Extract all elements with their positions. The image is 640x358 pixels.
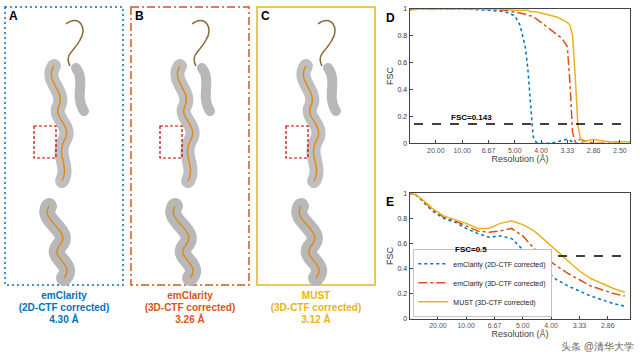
svg-text:FSC: FSC bbox=[385, 246, 395, 265]
html-text:MUST: MUST bbox=[301, 290, 331, 301]
svg-text:emClarity (3D-CTF corrected): emClarity (3D-CTF corrected) bbox=[453, 280, 545, 288]
svg-text:5.00: 5.00 bbox=[508, 147, 522, 154]
svg-text:2.86: 2.86 bbox=[601, 322, 615, 329]
html-text:(3D-CTF corrected): (3D-CTF corrected) bbox=[144, 302, 236, 313]
svg-text:A: A bbox=[9, 9, 18, 23]
svg-text:0: 0 bbox=[403, 140, 407, 147]
svg-text:2.86: 2.86 bbox=[587, 147, 601, 154]
svg-text:10.00: 10.00 bbox=[453, 147, 471, 154]
html-text:emClarity: emClarity bbox=[41, 290, 87, 301]
svg-text:0.8: 0.8 bbox=[397, 215, 407, 222]
html-text:3.26 Å: 3.26 Å bbox=[175, 314, 205, 325]
svg-text:20.00: 20.00 bbox=[427, 147, 445, 154]
svg-text:2.50: 2.50 bbox=[613, 147, 627, 154]
svg-text:0.6: 0.6 bbox=[397, 59, 407, 66]
svg-text:1: 1 bbox=[403, 190, 407, 197]
svg-text:FSC=0.143: FSC=0.143 bbox=[451, 113, 492, 122]
html-text:emClarity: emClarity bbox=[167, 290, 213, 301]
svg-text:6.67: 6.67 bbox=[488, 322, 502, 329]
svg-text:4.00: 4.00 bbox=[534, 147, 548, 154]
svg-text:FSC: FSC bbox=[385, 67, 395, 86]
html-text:4.30 Å: 4.30 Å bbox=[49, 314, 79, 325]
html-text:(2D-CTF corrected): (2D-CTF corrected) bbox=[18, 302, 110, 313]
html-text:3.12 Å: 3.12 Å bbox=[301, 314, 331, 325]
svg-text:emClarity (2D-CTF corrected): emClarity (2D-CTF corrected) bbox=[453, 261, 545, 269]
svg-text:0.4: 0.4 bbox=[397, 265, 407, 272]
svg-text:20.00: 20.00 bbox=[429, 322, 447, 329]
svg-text:4.00: 4.00 bbox=[544, 322, 558, 329]
svg-text:Resolution (Å): Resolution (Å) bbox=[491, 329, 548, 339]
svg-text:0.4: 0.4 bbox=[397, 86, 407, 93]
svg-text:5.00: 5.00 bbox=[516, 322, 530, 329]
svg-text:0.6: 0.6 bbox=[397, 240, 407, 247]
svg-text:C: C bbox=[261, 9, 270, 23]
svg-text:FSC=0.5: FSC=0.5 bbox=[455, 245, 487, 254]
svg-text:1: 1 bbox=[403, 5, 407, 12]
svg-text:Resolution (Å): Resolution (Å) bbox=[491, 154, 548, 164]
svg-text:0.8: 0.8 bbox=[397, 32, 407, 39]
svg-text:MUST (3D-CTF corrected): MUST (3D-CTF corrected) bbox=[453, 299, 535, 307]
svg-text:0.2: 0.2 bbox=[397, 290, 407, 297]
svg-text:E: E bbox=[386, 195, 394, 209]
html-text:(3D-CTF corrected): (3D-CTF corrected) bbox=[270, 302, 362, 313]
html-text:头条 @清华大学: 头条 @清华大学 bbox=[561, 341, 634, 352]
svg-text:3.33: 3.33 bbox=[560, 147, 574, 154]
svg-text:B: B bbox=[135, 9, 144, 23]
svg-text:3.33: 3.33 bbox=[573, 322, 587, 329]
svg-text:0: 0 bbox=[403, 315, 407, 322]
svg-text:0.2: 0.2 bbox=[397, 113, 407, 120]
svg-text:10.00: 10.00 bbox=[457, 322, 475, 329]
svg-text:D: D bbox=[386, 11, 395, 25]
svg-text:6.67: 6.67 bbox=[482, 147, 496, 154]
